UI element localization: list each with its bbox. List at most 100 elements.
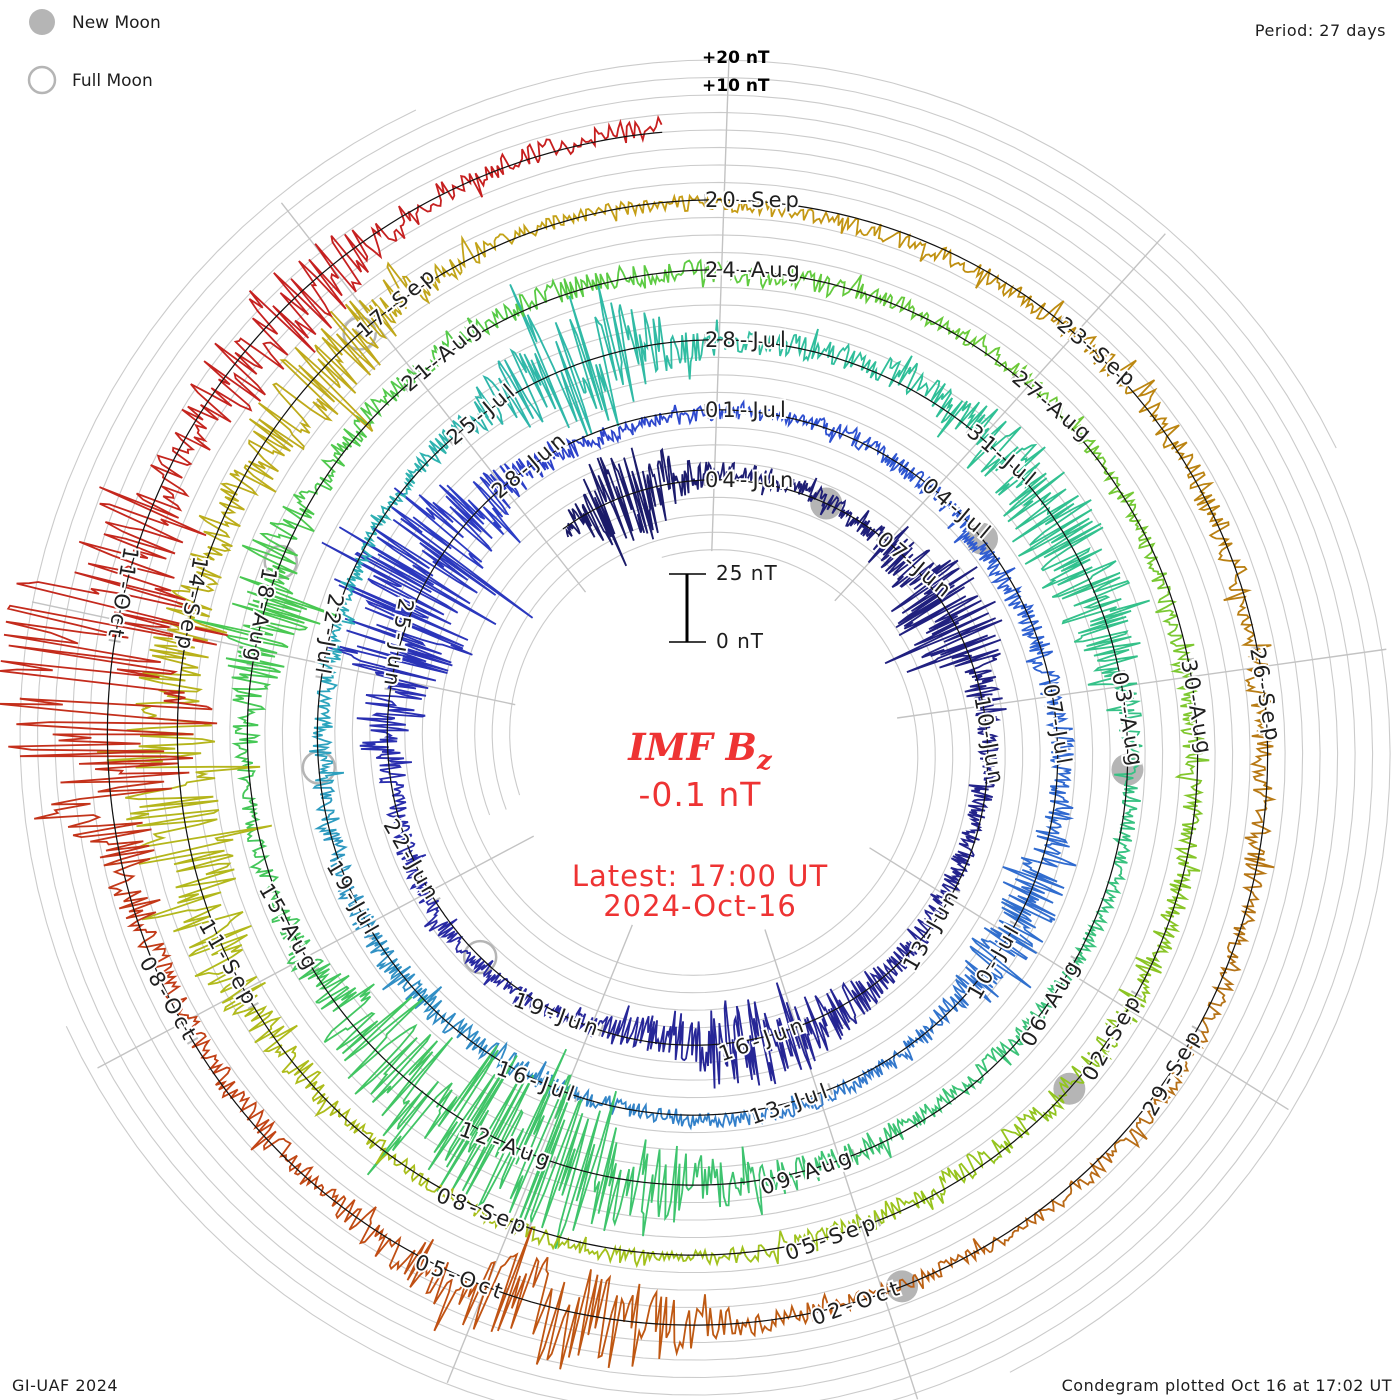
imf-bz-trace-segment: [321, 541, 469, 650]
imf-bz-trace-segment: [656, 447, 695, 521]
imf-bz-trace-segment: [859, 1117, 910, 1161]
imf-bz-trace-segment: [761, 1095, 814, 1123]
imf-bz-trace-segment: [833, 274, 897, 310]
date-label-28-Jun: 28-Jun: [487, 426, 573, 504]
imf-bz-trace-segment: [579, 264, 647, 298]
imf-bz-trace-segment: [1113, 956, 1162, 1025]
date-label-04-Jun: 04-Jun: [705, 468, 797, 492]
imf-bz-trace-segment: [103, 858, 161, 934]
imf-bz-trace-segment: [625, 1139, 688, 1237]
imf-bz-trace-segment: [1051, 1151, 1114, 1208]
radial-spoke: [711, 57, 730, 552]
imf-bz-trace-segment: [966, 426, 1046, 496]
imf-bz-trace-segment: [692, 461, 732, 490]
imf-bz-trace-segment: [880, 230, 952, 263]
imf-bz-trace-segment: [320, 415, 372, 474]
imf-bz-trace-segment: [706, 260, 771, 291]
imf-bz-trace-segment: [964, 669, 1003, 711]
imf-bz-trace-segment: [343, 997, 439, 1117]
imf-bz-trace-segment: [366, 1036, 499, 1176]
imf-bz-trace-segment: [1048, 768, 1075, 821]
imf-bz-trace-segment: [388, 1235, 454, 1332]
imf-bz-trace-segment: [126, 666, 213, 737]
imf-bz-trace-segment: [352, 659, 437, 717]
imf-bz-trace-segment: [518, 276, 585, 317]
imf-bz-trace-segment: [611, 1097, 663, 1124]
imf-bz-trace-segment: [375, 754, 412, 797]
date-label-04-Jul: 04-Jul: [918, 473, 998, 546]
imf-bz-trace-segment: [246, 827, 280, 887]
imf-bz-trace-segment: [137, 931, 188, 1007]
imf-bz-trace-segment: [312, 785, 340, 836]
imf-bz-trace-segment: [869, 951, 911, 994]
imf-bz-trace-segment: [393, 1157, 454, 1200]
imf-bz-trace-segment: [923, 889, 951, 930]
full-moon-marker: [462, 939, 498, 975]
imf-bz-trace-segment: [189, 576, 339, 649]
imf-bz-trace-segment: [1035, 964, 1080, 1011]
imf-bz-trace-segment: [308, 222, 397, 297]
imf-bz-trace-segment: [492, 972, 533, 1007]
imf-bz-trace-segment: [917, 476, 962, 517]
zero-nT-baseline: [106, 131, 1269, 1326]
imf-bz-trace-segment: [446, 469, 521, 544]
imf-bz-trace-segment: [1073, 630, 1141, 686]
imf-bz-trace-segment: [983, 897, 1053, 961]
imf-bz-trace-segment: [457, 225, 526, 272]
imf-bz-trace-segment: [1022, 625, 1056, 676]
imf-bz-trace-segment: [989, 1206, 1055, 1254]
imf-bz-trace-segment: [1099, 856, 1128, 913]
imf-bz-trace-segment: [499, 1048, 584, 1236]
imf-bz-trace-segment: [1112, 799, 1141, 860]
imf-bz-trace-segment: [660, 1108, 713, 1131]
imf-bz-trace-segment: [434, 413, 489, 455]
scale-bar: 25 nT 0 nT: [669, 561, 777, 653]
imf-bz-trace-segment: [1125, 379, 1188, 450]
imf-bz-trace-segment: [509, 284, 593, 437]
imf-bz-trace-segment: [766, 468, 807, 495]
imf-bz-trace-segment: [492, 452, 547, 498]
date-label-30-Aug: 30-Aug: [1176, 658, 1217, 760]
imf-bz-trace-segment: [1111, 1098, 1168, 1157]
imf-bz-trace-segment: [236, 764, 261, 829]
imf-bz-trace-segment: [614, 447, 662, 540]
radial-spoke: [97, 835, 535, 1069]
imf-bz-trace-segment: [1208, 512, 1248, 589]
imf-bz-trace-segment: [803, 988, 851, 1052]
imf-bz-trace-segment: [403, 440, 442, 492]
date-label-22-Jun: 22-Jun: [379, 815, 446, 907]
imf-bz-trace-segment: [389, 484, 493, 569]
imf-bz-trace-segment: [198, 460, 277, 528]
plotted-label: Condegram plotted Oct 16 at 17:02 UT: [1062, 1376, 1392, 1395]
imf-bz-trace-segment: [968, 1115, 1030, 1169]
imf-bz-trace-segment: [932, 974, 973, 1026]
center-date: 2024-Oct-16: [603, 889, 797, 923]
imf-bz-trace-segment: [359, 368, 417, 424]
scale-bar-bottom-label: 0 nT: [716, 629, 764, 653]
date-label-19-Jun: 19-Jun: [510, 988, 605, 1042]
imf-bz-trace-segment: [459, 302, 525, 343]
imf-bz-trace-segment: [540, 437, 585, 471]
date-label-25-Jul: 25-Jul: [442, 377, 522, 450]
imf-bz-trace-segment: [393, 181, 462, 242]
imf-bz-trace-segment: [281, 1059, 341, 1118]
imf-bz-trace-segment: [1135, 899, 1186, 969]
center-latest: Latest: 17:00 UT: [572, 859, 828, 893]
imf-bz-trace-segment: [906, 619, 1003, 675]
imf-bz-trace-segment: [248, 258, 347, 356]
full-moon-label: Full Moon: [72, 71, 153, 91]
imf-bz-trace-segment: [953, 327, 1010, 373]
baseline-spiral: [106, 131, 1269, 1326]
date-label-26-Sep: 26-Sep: [1245, 646, 1286, 747]
imf-bz-trace-segment: [565, 493, 605, 542]
imf-bz-trace-segment: [1018, 508, 1117, 590]
imf-bz-trace-segment: [188, 933, 266, 1016]
imf-bz-trace-segment: [606, 1005, 654, 1049]
imf-bz-trace-segment: [568, 284, 635, 427]
imf-bz-trace-segment: [975, 708, 1007, 748]
imf-bz-trace-segment: [890, 559, 978, 629]
imf-bz-trace-segment: [363, 930, 411, 981]
imf-bz-trace-segment: [894, 296, 956, 336]
grid-label-plus10: +10 nT: [702, 76, 770, 96]
